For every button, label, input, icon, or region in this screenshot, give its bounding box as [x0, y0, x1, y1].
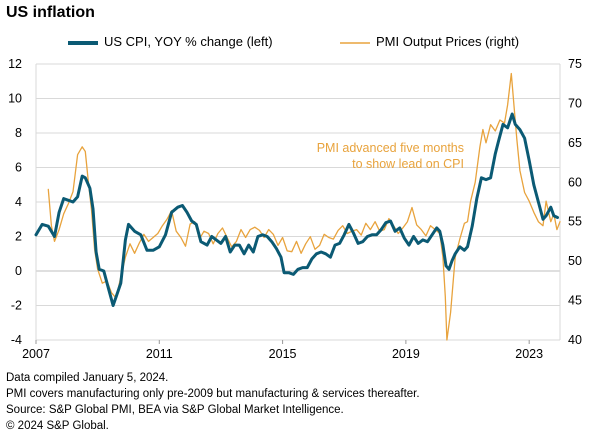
legend-swatch-pmi	[340, 41, 370, 44]
y-right-tick-label: 70	[568, 96, 582, 110]
x-tick-label: 2023	[515, 347, 543, 361]
annotation-line-1: PMI advanced five months	[317, 141, 464, 155]
y-left-tick-label: 0	[15, 264, 22, 278]
y-left-tick-label: -4	[11, 333, 22, 347]
footnote-copyright: © 2024 S&P Global.	[6, 420, 109, 432]
chart-title: US inflation	[6, 4, 95, 21]
x-tick-label: 2019	[392, 347, 420, 361]
y-left-tick-label: 10	[8, 92, 22, 106]
footnote-source: Source: S&P Global PMI, BEA via S&P Glob…	[6, 404, 344, 416]
x-tick-label: 2007	[22, 347, 50, 361]
y-right-tick-label: 55	[568, 215, 582, 229]
y-right-tick-label: 65	[568, 136, 582, 150]
y-left-tick-label: 8	[15, 126, 22, 140]
series-line-cpi	[34, 112, 559, 307]
y-right-tick-label: 45	[568, 294, 582, 308]
footnote-date: Data compiled January 5, 2024.	[6, 372, 169, 384]
y-right-tick-label: 40	[568, 333, 582, 347]
legend-label-cpi: US CPI, YOY % change (left)	[104, 34, 273, 49]
axis-labels: 12 10 8 6 4 2 0 -2 -4 75 70 65 60 55 50 45 40 2007 2011 201…	[8, 57, 582, 361]
chart-legend: US CPI, YOY % change (left) PMI Output P…	[68, 34, 548, 50]
y-right-tick-label: 75	[568, 57, 582, 71]
footnote-coverage: PMI covers manufacturing only pre-2009 b…	[6, 388, 420, 400]
legend-item-cpi: US CPI, YOY % change (left)	[68, 34, 273, 49]
y-left-tick-label: 4	[15, 195, 22, 209]
y-left-tick-label: 12	[8, 57, 22, 71]
x-tick-label: 2011	[146, 347, 173, 361]
legend-item-pmi: PMI Output Prices (right)	[340, 34, 519, 49]
y-left-tick-label: 6	[15, 161, 22, 175]
series-layer	[34, 72, 561, 341]
y-left-tick-label: -2	[11, 299, 22, 313]
y-left-tick-label: 2	[15, 230, 22, 244]
series-line-pmi	[47, 72, 561, 341]
legend-swatch-cpi	[68, 40, 98, 45]
annotation-line-2: to show lead on CPI	[352, 157, 464, 171]
y-right-tick-label: 50	[568, 254, 582, 268]
y-right-tick-label: 60	[568, 175, 582, 189]
x-tick-label: 2015	[269, 347, 297, 361]
legend-label-pmi: PMI Output Prices (right)	[376, 34, 520, 49]
